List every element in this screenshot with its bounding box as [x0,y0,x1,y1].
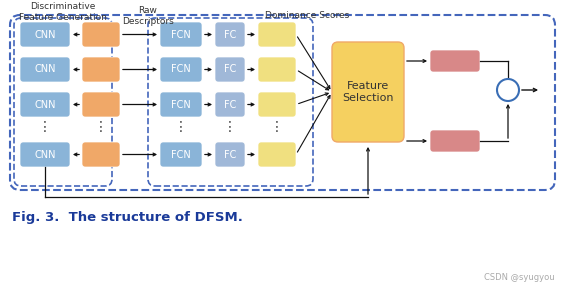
FancyBboxPatch shape [160,142,202,167]
Text: Discriminative
Feature Generation: Discriminative Feature Generation [19,2,107,22]
Text: CNN: CNN [35,100,55,110]
FancyBboxPatch shape [20,142,70,167]
FancyBboxPatch shape [20,22,70,47]
Text: +: + [502,83,514,97]
Text: Feature
Selection: Feature Selection [342,81,394,103]
Text: Fig. 3.  The structure of DFSM.: Fig. 3. The structure of DFSM. [12,212,243,225]
FancyBboxPatch shape [160,57,202,82]
Text: FC: FC [224,100,236,110]
FancyBboxPatch shape [160,22,202,47]
FancyBboxPatch shape [82,92,120,117]
Text: FCN: FCN [171,29,191,39]
FancyBboxPatch shape [20,57,70,82]
Text: CNN: CNN [35,29,55,39]
FancyBboxPatch shape [82,22,120,47]
FancyBboxPatch shape [430,50,480,72]
Text: FC: FC [224,65,236,74]
FancyBboxPatch shape [215,142,245,167]
FancyBboxPatch shape [258,57,296,82]
FancyBboxPatch shape [160,92,202,117]
FancyBboxPatch shape [215,57,245,82]
Text: ⋮: ⋮ [223,120,237,134]
FancyBboxPatch shape [82,142,120,167]
Circle shape [497,79,519,101]
Text: Raw
Descriptors: Raw Descriptors [122,6,174,26]
FancyBboxPatch shape [430,130,480,152]
Text: FCN: FCN [171,65,191,74]
FancyBboxPatch shape [258,142,296,167]
FancyBboxPatch shape [215,22,245,47]
FancyBboxPatch shape [215,92,245,117]
Text: Dominance Scores: Dominance Scores [265,11,349,21]
Text: FC: FC [224,29,236,39]
FancyBboxPatch shape [258,92,296,117]
Text: ⋮: ⋮ [94,120,108,134]
FancyBboxPatch shape [332,42,404,142]
Text: ⋮: ⋮ [270,120,284,134]
Text: ⋮: ⋮ [38,120,52,134]
Text: ⋮: ⋮ [174,120,188,134]
Text: FC: FC [224,150,236,160]
Text: FCN: FCN [171,150,191,160]
Text: CNN: CNN [35,150,55,160]
FancyBboxPatch shape [82,57,120,82]
Text: CNN: CNN [35,65,55,74]
FancyBboxPatch shape [20,92,70,117]
Text: FCN: FCN [171,100,191,110]
FancyBboxPatch shape [258,22,296,47]
Text: CSDN @syugyou: CSDN @syugyou [484,273,555,283]
